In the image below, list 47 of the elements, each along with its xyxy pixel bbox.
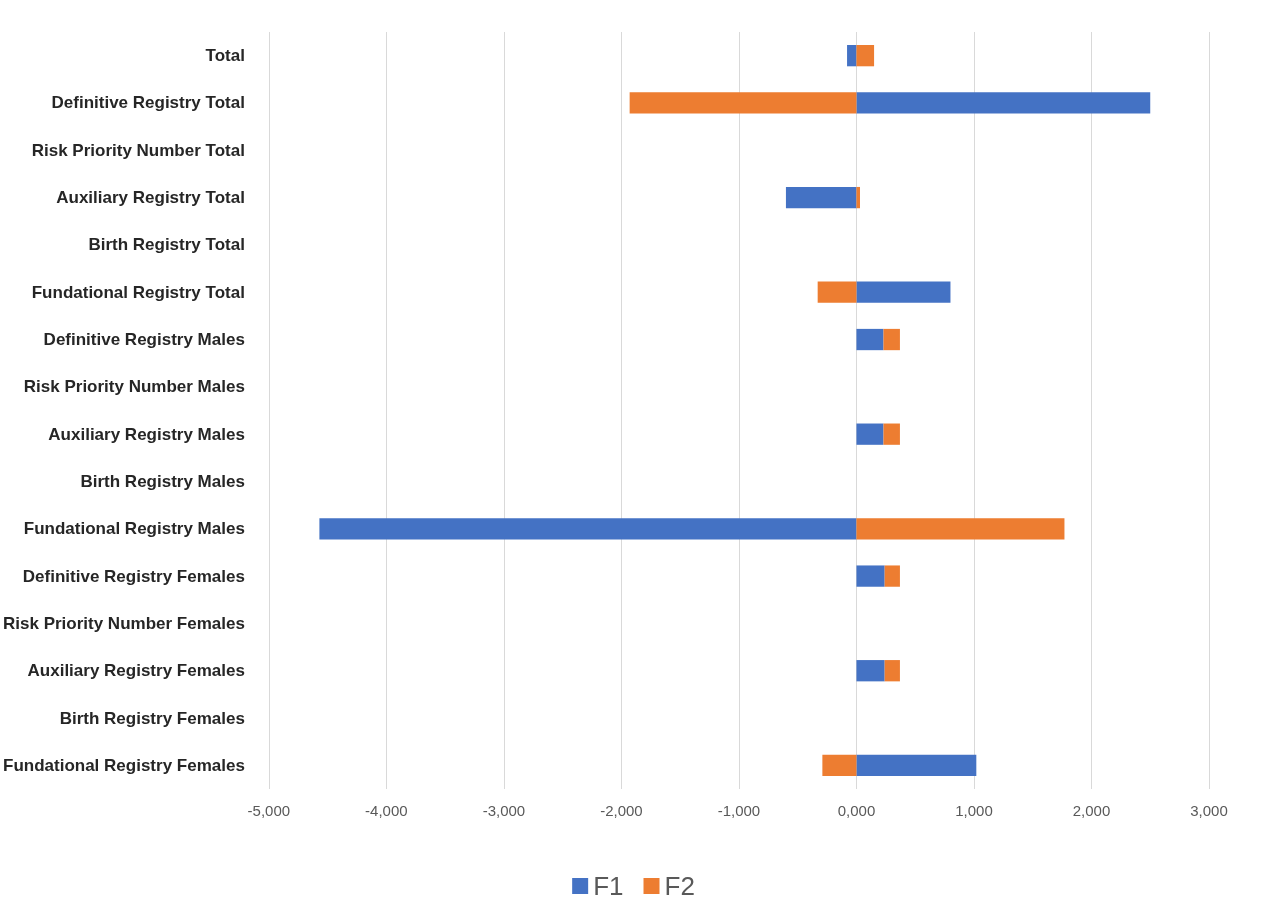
- x-tick-label: 0,000: [837, 802, 876, 819]
- y-tick-label: Birth Registry Females: [59, 708, 245, 728]
- y-tick-label: Fundational Registry Total: [31, 282, 245, 302]
- x-tick-label: -2,000: [600, 802, 643, 819]
- x-tick-label: -4,000: [365, 802, 408, 819]
- y-tick-label: Total: [205, 46, 245, 66]
- bar: [856, 328, 884, 351]
- bar: [856, 186, 860, 209]
- bar: [319, 518, 857, 540]
- bar: [856, 423, 884, 445]
- bar: [817, 281, 857, 303]
- x-tick-label: -1,000: [717, 802, 761, 819]
- bar: [856, 92, 1151, 114]
- y-tick-label: Birth Registry Males: [80, 471, 245, 491]
- legend-label: F1: [593, 871, 624, 901]
- x-tick-label: 1,000: [955, 802, 993, 819]
- bar: [883, 328, 900, 351]
- bar: [856, 565, 885, 587]
- x-tick-label: -3,000: [482, 802, 526, 819]
- y-tick-label: Auxiliary Registry Females: [27, 661, 245, 681]
- bar: [856, 754, 977, 776]
- y-tick-label: Auxiliary Registry Total: [56, 188, 245, 208]
- y-tick-label: Definitive Registry Males: [43, 330, 245, 350]
- y-tick-label: Auxiliary Registry Males: [48, 424, 245, 444]
- bar: [856, 281, 951, 303]
- x-tick-label: 3,000: [1190, 802, 1228, 819]
- bar: [883, 423, 900, 445]
- bar: [884, 660, 900, 682]
- y-tick-label: Birth Registry Total: [88, 235, 245, 255]
- y-tick-label: Definitive Registry Total: [51, 93, 245, 113]
- bar: [785, 186, 857, 209]
- legend-label: F2: [664, 871, 695, 901]
- y-tick-label: Fundational Registry Males: [23, 519, 245, 539]
- bar: [856, 518, 1065, 540]
- bar: [822, 754, 857, 776]
- bar: [856, 660, 885, 682]
- y-tick-label: Definitive Registry Females: [22, 566, 245, 586]
- y-tick-label: Risk Priority Number Total: [31, 140, 245, 160]
- x-tick-label: 2,000: [1072, 802, 1111, 819]
- bar: [856, 45, 875, 67]
- y-tick-label: Fundational Registry Females: [3, 755, 245, 775]
- bar: [847, 45, 857, 67]
- bar: [629, 92, 857, 114]
- x-tick-label: -5,000: [247, 802, 291, 819]
- y-tick-label: Risk Priority Number Females: [2, 613, 245, 633]
- y-tick-label: Risk Priority Number Males: [23, 377, 245, 397]
- bar: [884, 565, 900, 587]
